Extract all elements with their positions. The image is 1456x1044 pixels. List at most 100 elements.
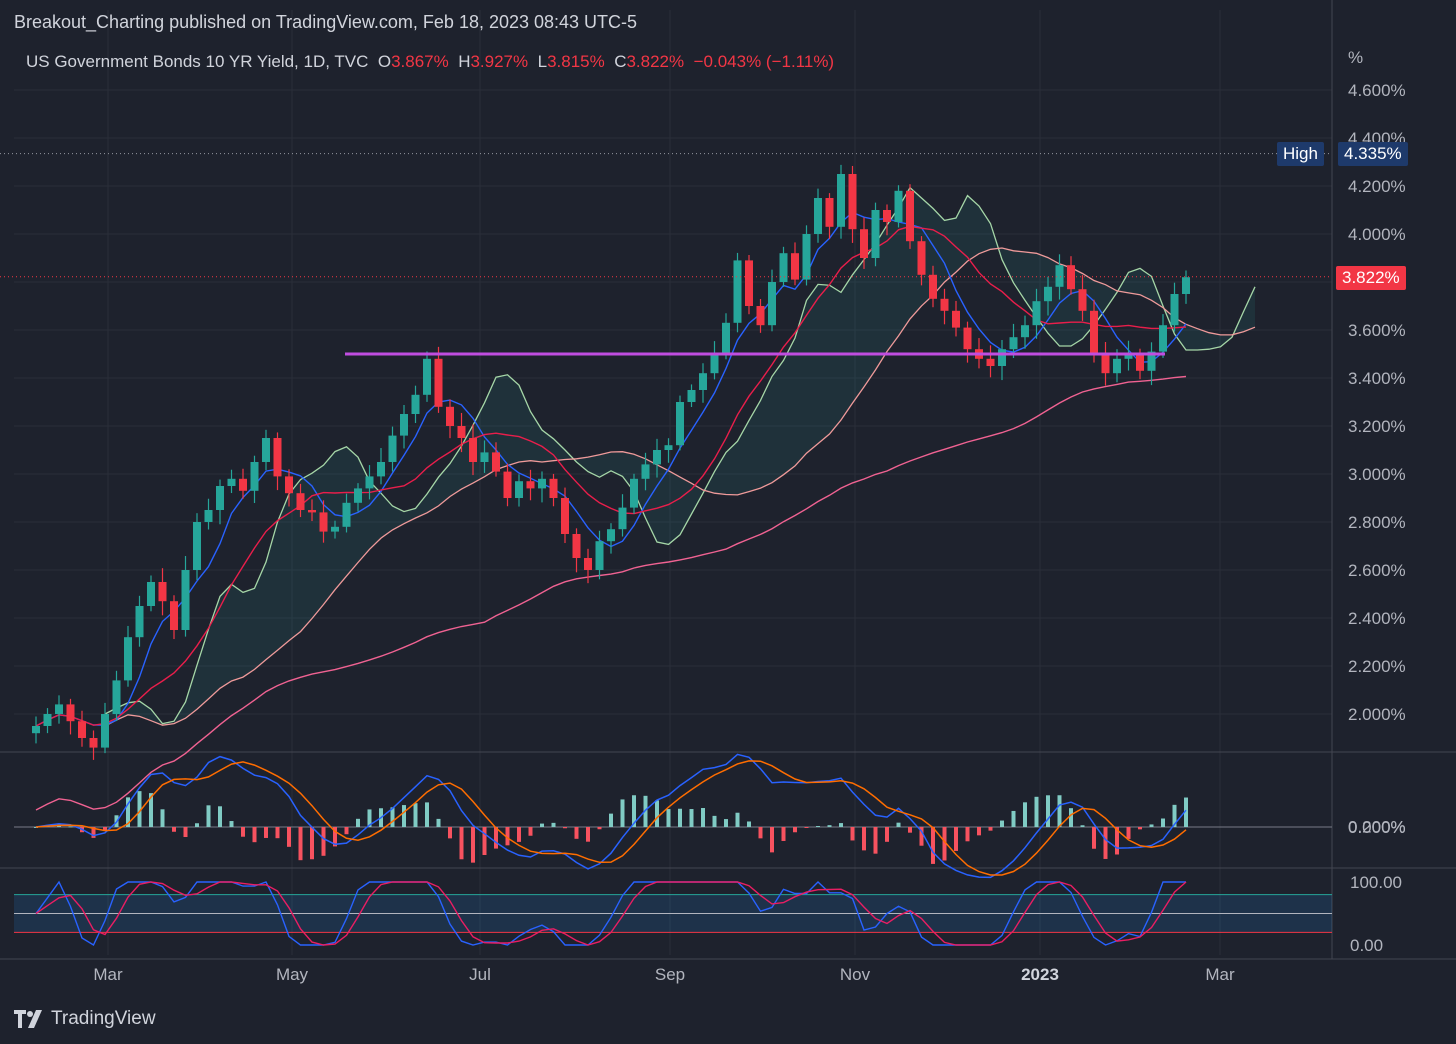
- candle-body: [952, 310, 960, 328]
- candle: [538, 471, 546, 503]
- time-axis[interactable]: Mar May Jul Sep Nov 2023 Mar: [93, 965, 1235, 984]
- candle-body: [561, 498, 569, 534]
- candle: [745, 254, 753, 315]
- candle: [1124, 340, 1133, 371]
- macd-hist-bar: [574, 827, 579, 839]
- candle: [1009, 323, 1018, 358]
- support-level[interactable]: [0, 153, 1332, 356]
- price-axis[interactable]: 4.600%4.400%4.200%4.000%3.800%3.600%3.40…: [1348, 81, 1406, 955]
- macd-hist-bar: [172, 827, 176, 832]
- candle: [446, 399, 454, 439]
- candle-body: [469, 438, 477, 462]
- candle-body: [1101, 354, 1110, 374]
- candle-body: [1055, 265, 1064, 287]
- candle: [779, 246, 788, 287]
- candle: [653, 438, 661, 478]
- candle: [158, 568, 167, 616]
- candle: [204, 498, 213, 530]
- cloud-span-b: [104, 247, 1256, 727]
- candle: [319, 500, 328, 543]
- candle-body: [66, 704, 75, 722]
- candle-body: [170, 601, 178, 630]
- candle: [147, 575, 155, 612]
- price-tick-label: 4.000%: [1348, 225, 1406, 244]
- macd-hist-bar: [1103, 827, 1108, 859]
- macd-hist-bar: [793, 827, 797, 833]
- candle: [434, 346, 443, 413]
- macd-hist-bar: [988, 827, 993, 831]
- macd-hist-bar: [517, 827, 521, 842]
- candle-body: [193, 522, 201, 570]
- candle: [32, 716, 40, 744]
- candle: [699, 363, 707, 403]
- candle: [1032, 288, 1041, 339]
- price-tick-label: 2.600%: [1348, 561, 1406, 580]
- macd-hist-bar: [264, 827, 268, 838]
- candle-body: [733, 260, 742, 323]
- macd-hist-bar: [850, 827, 855, 841]
- symbol-legend[interactable]: US Government Bonds 10 YR Yield, 1D, TVC…: [26, 52, 834, 72]
- macd-hist-bar: [344, 827, 349, 835]
- macd-hist-bar: [448, 827, 452, 839]
- macd-hist-bar: [413, 803, 418, 827]
- candle: [607, 523, 615, 554]
- macd-tick-label: 0.200%: [1348, 817, 1406, 836]
- candle: [1170, 282, 1179, 332]
- macd-hist-bar: [1092, 827, 1096, 849]
- candle-body: [342, 502, 351, 527]
- candle: [894, 185, 903, 228]
- macd-hist-bar: [1184, 797, 1188, 827]
- macd-hist-bar: [977, 827, 981, 836]
- tradingview-logo-icon: [14, 1010, 44, 1028]
- macd-hist-bar: [965, 827, 970, 842]
- candle-body: [526, 481, 535, 489]
- candle-body: [687, 390, 696, 402]
- macd-tick-label: 0.000%: [1348, 818, 1406, 837]
- candle: [986, 345, 995, 378]
- macd-hist-bar: [34, 827, 38, 828]
- candle-body: [296, 493, 305, 510]
- macd-hist-bar: [321, 827, 326, 856]
- candle-body: [400, 414, 408, 436]
- candle: [768, 269, 776, 332]
- tradingview-logo[interactable]: TradingView: [14, 1008, 156, 1030]
- candle: [848, 165, 857, 243]
- macd-hist-bar: [540, 823, 544, 827]
- macd-hist-bar: [1046, 795, 1050, 827]
- macd-hist-bar: [160, 809, 165, 827]
- candle-body: [250, 462, 259, 491]
- candle: [756, 298, 765, 333]
- macd-hist-bar: [229, 821, 234, 827]
- cloud-span-a: [104, 186, 1256, 725]
- candle: [1055, 254, 1064, 300]
- candle-body: [1067, 265, 1075, 290]
- candle-body: [595, 541, 604, 570]
- candle: [618, 494, 627, 537]
- macd-hist-bar: [1149, 824, 1154, 827]
- candle: [940, 288, 949, 325]
- candle: [883, 204, 891, 236]
- candle: [1067, 256, 1075, 295]
- macd-hist-bar: [1080, 825, 1085, 827]
- candle-body: [158, 582, 167, 602]
- publisher-line: Breakout_Charting published on TradingVi…: [14, 12, 638, 32]
- macd-hist-bar: [908, 827, 912, 833]
- candle: [871, 202, 880, 267]
- candle-body: [423, 358, 431, 395]
- time-tick-label: Nov: [840, 965, 871, 984]
- macd-hist-bar: [689, 809, 694, 827]
- candle-body: [906, 190, 914, 242]
- macd-hist-bar: [632, 795, 636, 827]
- macd-hist-bar: [333, 827, 337, 847]
- macd-hist-bar: [137, 791, 142, 827]
- candle-body: [917, 241, 926, 275]
- candle-body: [745, 260, 753, 306]
- candle-body: [1147, 351, 1156, 371]
- last-price-badge: 3.822%: [1336, 266, 1406, 290]
- candle: [181, 556, 190, 637]
- price-tick-label: 2.200%: [1348, 657, 1406, 676]
- symbol-title: US Government Bonds 10 YR Yield, 1D, TVC: [26, 52, 369, 71]
- macd-hist-bar: [781, 827, 786, 841]
- macd-hist-bar: [804, 827, 809, 828]
